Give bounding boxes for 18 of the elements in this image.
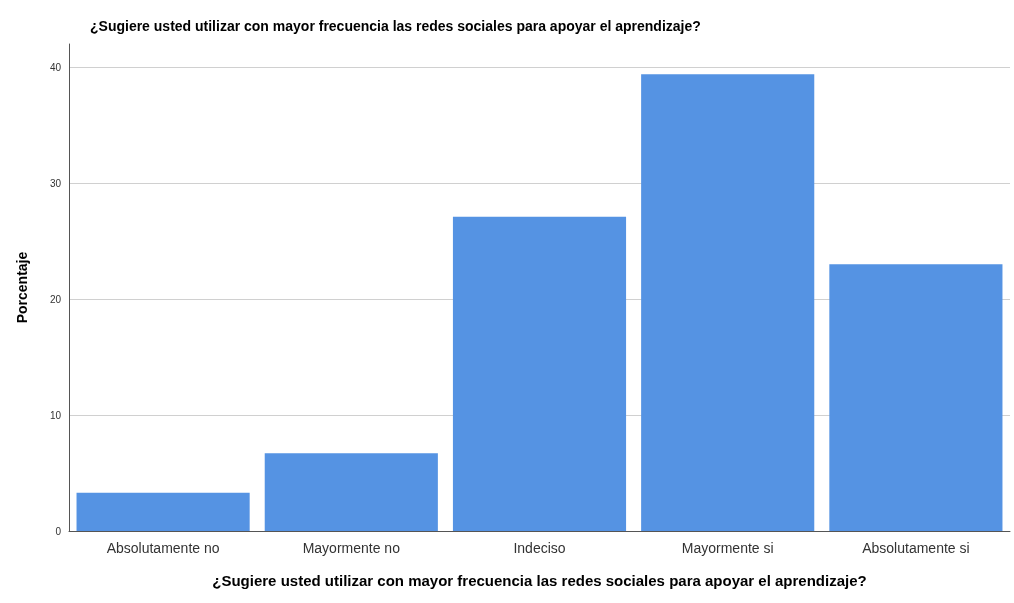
y-tick-label: 0 xyxy=(55,525,62,537)
x-tick-label: Absolutamente si xyxy=(862,540,970,556)
y-tick-label: 10 xyxy=(49,409,62,421)
bar xyxy=(829,264,1003,531)
y-tick-label: 40 xyxy=(49,61,62,73)
x-tick-label: Indeciso xyxy=(513,540,566,556)
x-tick-label: Mayormente si xyxy=(681,540,774,556)
bar xyxy=(76,492,250,531)
x-tick-label: Absolutamente no xyxy=(106,540,220,556)
x-axis-title: ¿Sugiere usted utilizar con mayor frecuencia las redes sociales para apoyar el aprendizaje? xyxy=(212,572,867,589)
y-axis-title: Porcentaje xyxy=(14,251,30,324)
y-tick-label: 20 xyxy=(49,293,62,305)
bar xyxy=(264,453,438,531)
bar xyxy=(641,74,815,531)
bar xyxy=(452,216,627,531)
chart-title: ¿Sugiere usted utilizar con mayor frecuencia las redes sociales para apoyar el aprendizaje? xyxy=(90,18,701,34)
y-tick-label: 30 xyxy=(49,177,62,189)
x-tick-label: Mayormente no xyxy=(302,540,401,556)
